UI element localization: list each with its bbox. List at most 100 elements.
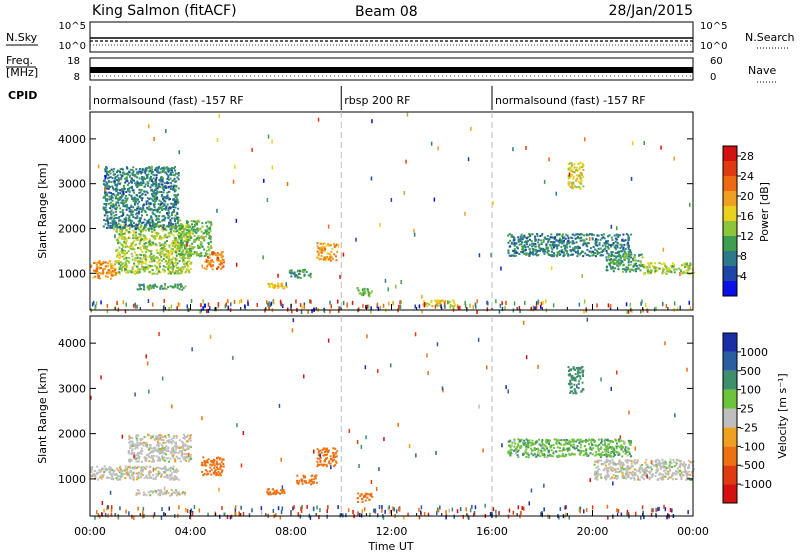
- data-cell: [132, 448, 134, 450]
- data-cell: [124, 236, 126, 238]
- data-cell: [621, 250, 623, 252]
- data-cell: [153, 192, 155, 194]
- data-cell: [129, 442, 131, 444]
- data-cell: [116, 171, 118, 173]
- data-cell: [167, 450, 169, 452]
- data-cell: [634, 260, 636, 262]
- data-cell: [119, 226, 121, 228]
- data-cell: [136, 478, 138, 480]
- data-cell: [656, 270, 658, 272]
- data-cell: [329, 463, 331, 465]
- data-cell: [635, 268, 637, 270]
- data-cell: [135, 168, 137, 170]
- data-cell: [126, 209, 128, 211]
- data-cell: [518, 241, 520, 243]
- data-cell: [509, 451, 511, 453]
- data-cell: [553, 241, 555, 243]
- data-cell: [595, 451, 597, 453]
- data-cell: [624, 448, 626, 450]
- data-cell: [127, 184, 129, 186]
- data-cell: [179, 458, 181, 460]
- data-cell: [152, 447, 154, 449]
- data-cell: [135, 454, 137, 456]
- data-cell: [165, 470, 167, 472]
- data-cell: [617, 265, 619, 267]
- data-cell: [579, 188, 581, 190]
- data-cell: [146, 287, 148, 289]
- data-cell: [168, 217, 170, 219]
- data-cell: [574, 453, 576, 455]
- data-cell: [112, 270, 114, 272]
- data-cell: [166, 254, 168, 256]
- data-noise: [96, 301, 98, 305]
- data-cell: [324, 451, 326, 453]
- data-cell: [122, 195, 124, 197]
- data-cell: [145, 237, 147, 239]
- data-cell: [134, 259, 136, 261]
- data-cell: [158, 218, 160, 220]
- data-cell: [138, 263, 140, 265]
- data-noise: [501, 301, 503, 305]
- data-cell: [302, 483, 304, 485]
- data-cell: [153, 255, 155, 257]
- data-scatter: [391, 198, 393, 202]
- data-cell: [116, 201, 118, 203]
- data-cell: [161, 468, 163, 470]
- data-noise: [392, 301, 394, 305]
- data-cell: [643, 273, 645, 275]
- data-cell: [509, 240, 511, 242]
- data-cell: [111, 185, 113, 187]
- data-cell: [142, 182, 144, 184]
- data-cell: [303, 269, 305, 271]
- data-cell: [206, 225, 208, 227]
- freq-tick-bottom: 8: [74, 72, 80, 83]
- data-cell: [453, 302, 455, 304]
- data-cell: [537, 448, 539, 450]
- data-cell: [524, 442, 526, 444]
- data-cell: [132, 179, 134, 181]
- data-noise: [239, 300, 241, 304]
- data-cell: [165, 445, 167, 447]
- data-cell: [173, 266, 175, 268]
- data-cell: [156, 273, 158, 275]
- data-cell: [120, 168, 122, 170]
- ytick-label: 2000: [58, 222, 86, 235]
- data-cell: [164, 208, 166, 210]
- data-cell: [117, 194, 119, 196]
- data-cell: [135, 182, 137, 184]
- data-cell: [526, 241, 528, 243]
- data-cell: [358, 290, 360, 292]
- data-cell: [579, 254, 581, 256]
- data-cell: [615, 238, 617, 240]
- data-noise: [445, 300, 447, 304]
- data-cell: [579, 247, 581, 249]
- data-cell: [146, 494, 148, 496]
- data-cell: [627, 267, 629, 269]
- data-cell: [158, 183, 160, 185]
- data-cell: [124, 227, 126, 229]
- data-cell: [142, 207, 144, 209]
- data-cell: [580, 237, 582, 239]
- data-noise: [626, 302, 628, 306]
- data-cell: [517, 438, 519, 440]
- data-cell: [163, 442, 165, 444]
- data-cell: [628, 258, 630, 260]
- data-cell: [108, 180, 110, 182]
- data-cell: [139, 257, 141, 259]
- data-cell: [333, 243, 335, 245]
- data-cell: [94, 476, 96, 478]
- data-cell: [92, 277, 94, 279]
- data-cell: [173, 234, 175, 236]
- data-cell: [118, 233, 120, 235]
- data-cell: [165, 450, 167, 452]
- data-cell: [141, 184, 143, 186]
- data-cell: [572, 171, 574, 173]
- data-scatter: [616, 226, 618, 230]
- data-cell: [119, 192, 121, 194]
- data-cell: [189, 248, 191, 250]
- data-cell: [575, 180, 577, 182]
- data-cell: [598, 453, 600, 455]
- data-cell: [670, 271, 672, 273]
- data-cell: [222, 463, 224, 465]
